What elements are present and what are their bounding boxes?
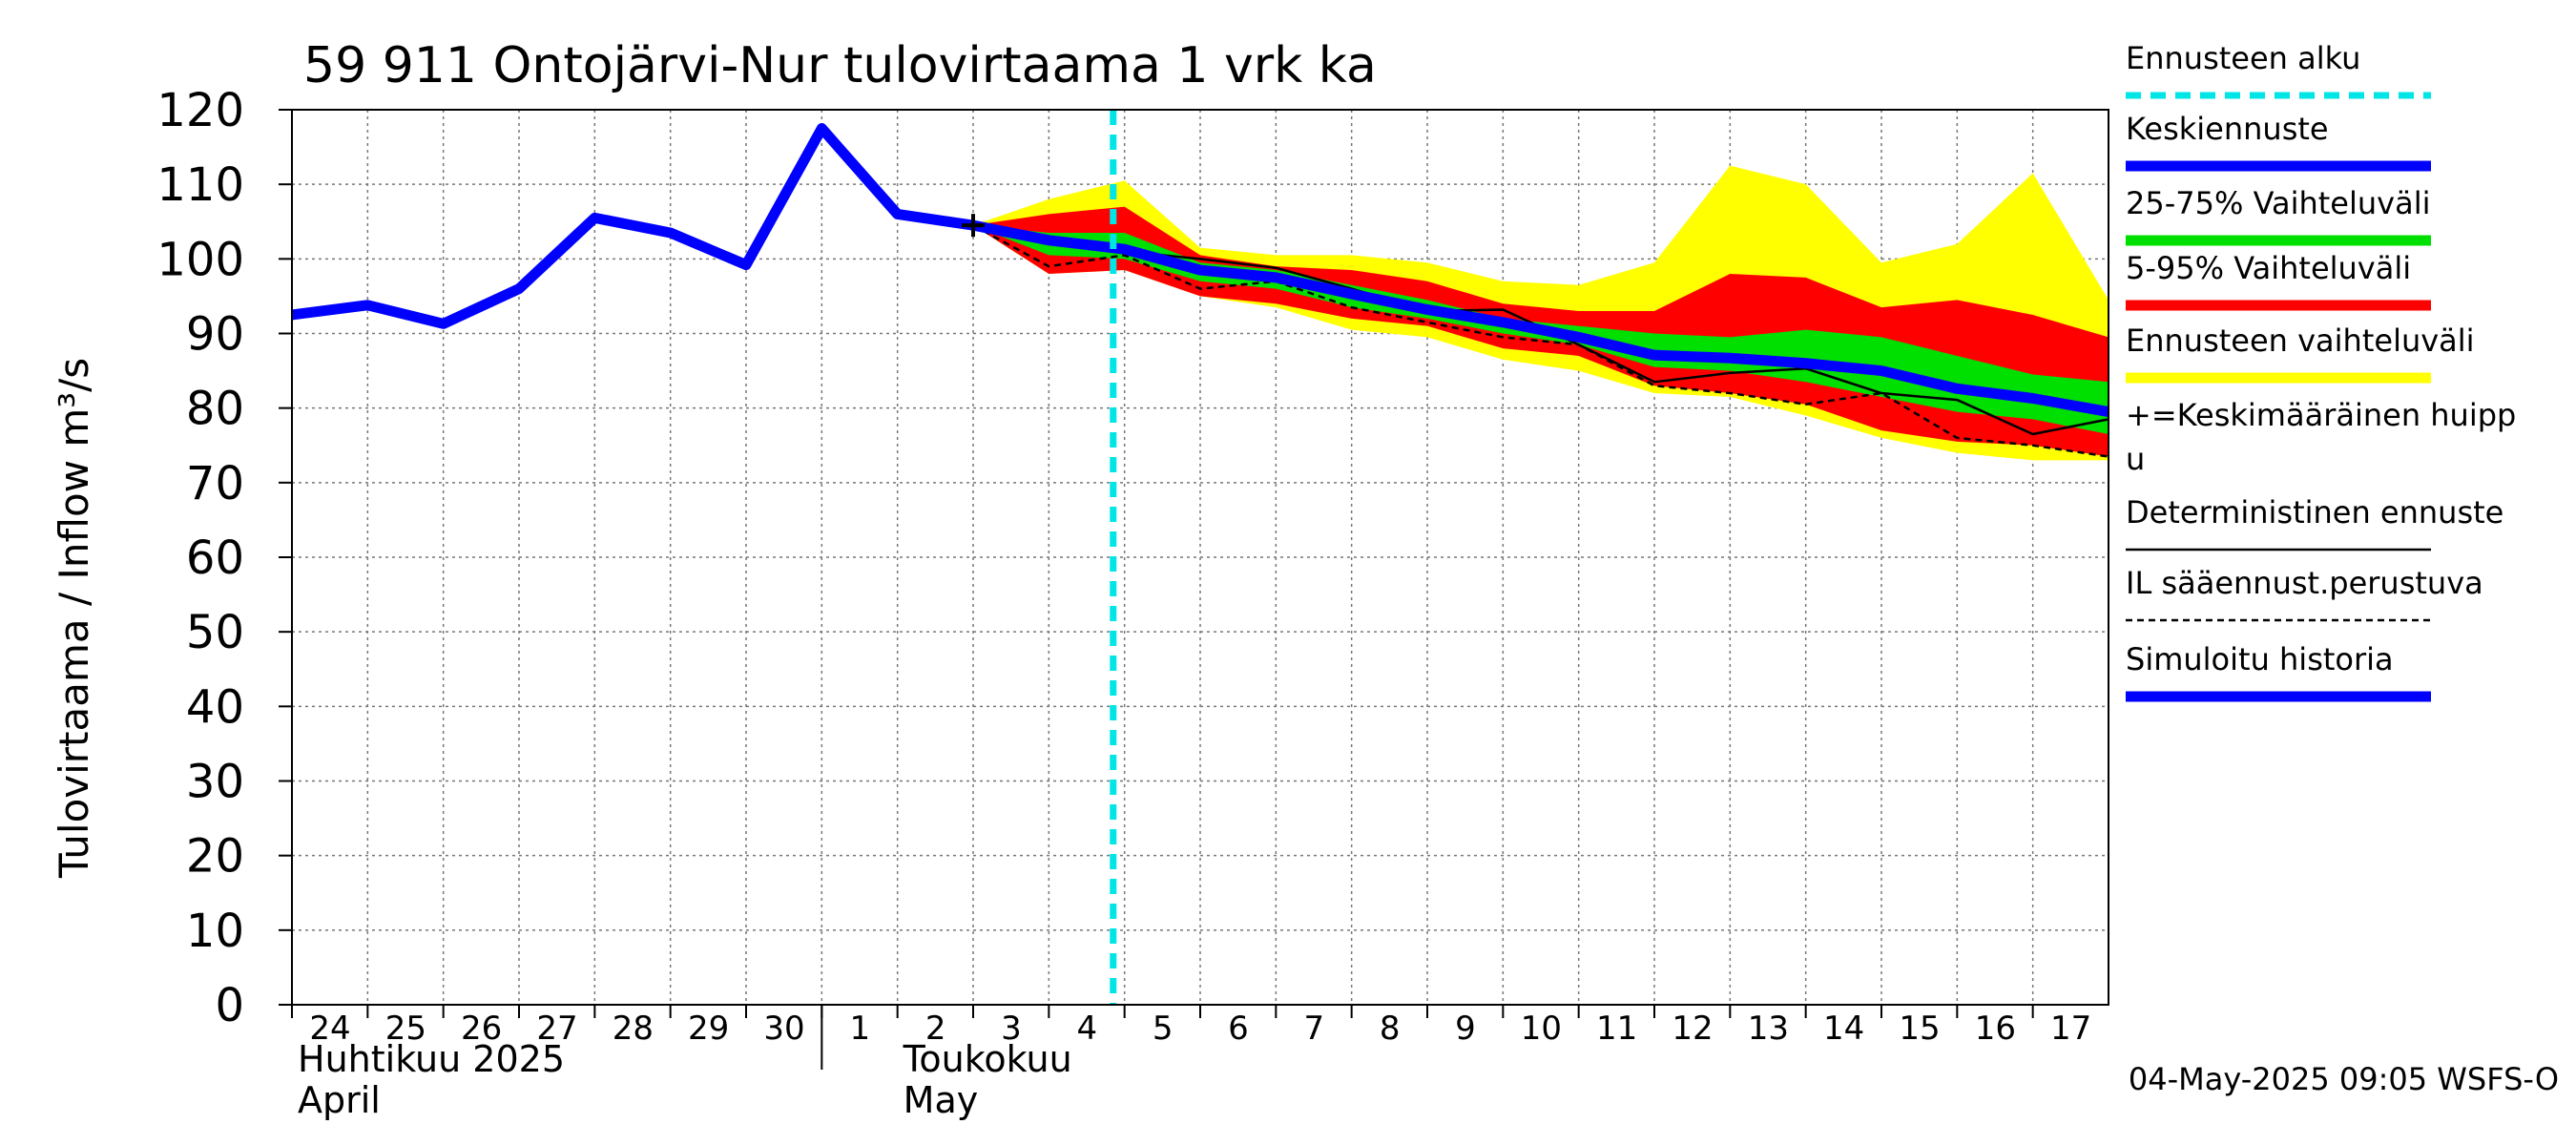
lines xyxy=(291,123,2109,458)
series-mean-forecast xyxy=(971,219,2109,417)
x-tick-label: 7 xyxy=(1304,1010,1325,1048)
legend: Ennusteen alku Keskiennuste 25-75% Vaihtel… xyxy=(2126,40,2516,702)
x-tick-label: 11 xyxy=(1596,1010,1637,1048)
x-tick-label: 24 xyxy=(309,1010,350,1048)
x-tick-label: 9 xyxy=(1455,1010,1476,1048)
y-tick-label: 60 xyxy=(186,531,244,585)
x-tick-label: 1 xyxy=(850,1010,871,1048)
y-axis: 0 10 20 30 40 50 60 70 80 90 100 110 120 xyxy=(156,84,292,1032)
legend-label: Ennusteen vaihteluväli xyxy=(2126,323,2475,359)
y-tick-label: 10 xyxy=(186,905,244,958)
legend-label: u xyxy=(2126,441,2145,477)
month-label-en: May xyxy=(904,1079,979,1121)
y-tick-label: 120 xyxy=(156,84,244,137)
month-label: Toukokuu xyxy=(903,1038,1072,1080)
legend-label: Keskiennuste xyxy=(2126,111,2329,147)
bands xyxy=(973,165,2109,461)
chart-title: 59 911 Ontojärvi-Nur tulovirtaama 1 vrk … xyxy=(303,37,1377,94)
x-tick-label: 13 xyxy=(1748,1010,1789,1048)
y-tick-label: 30 xyxy=(186,756,244,809)
x-tick-label: 15 xyxy=(1899,1010,1940,1048)
x-tick-label: 5 xyxy=(1153,1010,1174,1048)
legend-label: Deterministinen ennuste xyxy=(2126,494,2503,531)
legend-label: +=Keskimääräinen huipp xyxy=(2126,397,2516,433)
y-tick-label: 90 xyxy=(186,308,244,362)
y-tick-label: 40 xyxy=(186,680,244,734)
x-tick-label: 28 xyxy=(613,1010,654,1048)
month-label-en: April xyxy=(298,1079,381,1121)
month-label: Huhtikuu 2025 xyxy=(298,1038,565,1080)
legend-label: IL sääennust.perustuva xyxy=(2126,565,2483,601)
y-tick-label: 50 xyxy=(186,606,244,659)
footer-timestamp: 04-May-2025 09:05 WSFS-O xyxy=(2129,1061,2559,1097)
legend-label: Simuloitu historia xyxy=(2126,641,2394,677)
x-tick-label: 2 xyxy=(925,1010,946,1048)
x-tick-label: 25 xyxy=(385,1010,426,1048)
x-axis: 24 25 26 27 28 29 30 1 2 3 4 5 6 7 8 9 10 11 12 13 14 15 16 17H… xyxy=(291,1005,2091,1121)
x-tick-label: 29 xyxy=(688,1010,729,1048)
y-axis-label: Tulovirtaama / Inflow m³/s xyxy=(51,358,97,879)
x-tick-label: 10 xyxy=(1521,1010,1562,1048)
y-tick-label: 20 xyxy=(186,830,244,884)
series-simulated-history xyxy=(291,123,974,329)
x-tick-label: 14 xyxy=(1823,1010,1864,1048)
x-tick-label: 3 xyxy=(1001,1010,1022,1048)
x-tick-label: 26 xyxy=(461,1010,502,1048)
x-tick-label: 4 xyxy=(1077,1010,1098,1048)
legend-label: 25-75% Vaihteluväli xyxy=(2126,185,2430,221)
y-tick-label: 110 xyxy=(156,158,244,212)
x-tick-label: 8 xyxy=(1380,1010,1401,1048)
x-tick-label: 12 xyxy=(1672,1010,1713,1048)
x-tick-label: 16 xyxy=(1975,1010,2016,1048)
series-il-forecast xyxy=(972,224,2109,458)
legend-label: Ennusteen alku xyxy=(2126,40,2360,76)
y-tick-label: 70 xyxy=(186,457,244,510)
x-tick-label: 30 xyxy=(763,1010,804,1048)
x-tick-label: 6 xyxy=(1228,1010,1249,1048)
x-tick-label: 17 xyxy=(2050,1010,2091,1048)
y-tick-label: 100 xyxy=(156,233,244,286)
y-tick-label: 0 xyxy=(215,979,244,1032)
x-tick-label: 27 xyxy=(536,1010,577,1048)
legend-label: 5-95% Vaihteluväli xyxy=(2126,250,2411,286)
y-tick-label: 80 xyxy=(186,383,244,436)
